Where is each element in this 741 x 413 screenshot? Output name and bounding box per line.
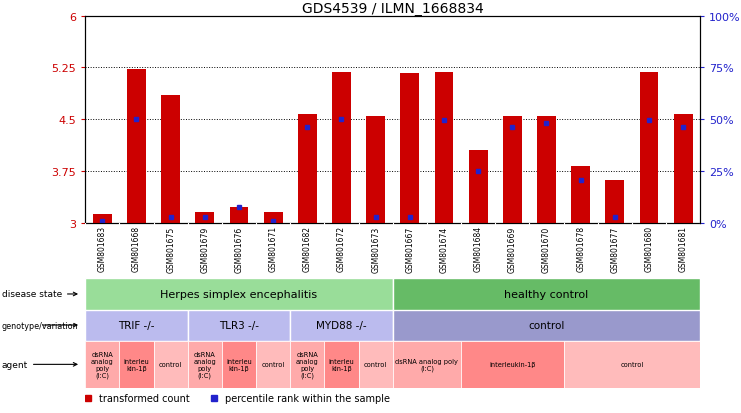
Text: control: control <box>528 320 565 330</box>
Text: GSM801681: GSM801681 <box>679 226 688 272</box>
Text: GSM801680: GSM801680 <box>645 226 654 272</box>
Text: interleu
kin-1β: interleu kin-1β <box>124 358 150 371</box>
Text: interleukin-1β: interleukin-1β <box>489 361 536 368</box>
Text: dsRNA
analog
poly
(I:C): dsRNA analog poly (I:C) <box>91 351 113 378</box>
Bar <box>366 116 385 223</box>
Text: GSM801683: GSM801683 <box>98 226 107 272</box>
Bar <box>153 341 187 388</box>
Bar <box>230 208 248 223</box>
Text: Herpes simplex encephalitis: Herpes simplex encephalitis <box>160 289 318 299</box>
Bar <box>564 341 700 388</box>
Bar <box>605 180 624 223</box>
Bar <box>187 341 222 388</box>
Bar <box>222 341 256 388</box>
Bar <box>400 74 419 223</box>
Bar <box>85 310 187 341</box>
Bar <box>571 166 590 223</box>
Text: control: control <box>159 361 182 368</box>
Bar <box>434 73 453 223</box>
Bar <box>325 341 359 388</box>
Text: GSM801677: GSM801677 <box>611 226 619 272</box>
Bar <box>359 341 393 388</box>
Text: TRIF -/-: TRIF -/- <box>119 320 155 330</box>
Bar <box>256 341 290 388</box>
Text: GSM801669: GSM801669 <box>508 226 516 272</box>
Bar <box>469 151 488 223</box>
Bar <box>290 310 393 341</box>
Bar <box>162 96 180 223</box>
Bar <box>393 279 700 310</box>
Text: dsRNA
analog
poly
(I:C): dsRNA analog poly (I:C) <box>193 351 216 378</box>
Bar <box>639 73 659 223</box>
Text: dsRNA
analog
poly
(I:C): dsRNA analog poly (I:C) <box>296 351 319 378</box>
Text: GSM801678: GSM801678 <box>576 226 585 272</box>
Text: MYD88 -/-: MYD88 -/- <box>316 320 367 330</box>
Text: GSM801667: GSM801667 <box>405 226 414 272</box>
Text: GSM801676: GSM801676 <box>234 226 244 272</box>
Text: GSM801675: GSM801675 <box>166 226 175 272</box>
Text: GSM801671: GSM801671 <box>269 226 278 272</box>
Text: control: control <box>262 361 285 368</box>
Text: GSM801668: GSM801668 <box>132 226 141 272</box>
Text: GSM801674: GSM801674 <box>439 226 448 272</box>
Text: agent: agent <box>1 360 77 369</box>
Text: TLR3 -/-: TLR3 -/- <box>219 320 259 330</box>
Bar <box>461 341 564 388</box>
Bar <box>85 341 119 388</box>
Bar <box>85 279 393 310</box>
Text: healthy control: healthy control <box>505 289 588 299</box>
Bar <box>674 115 693 223</box>
Text: control: control <box>620 361 643 368</box>
Bar <box>290 341 325 388</box>
Text: GSM801670: GSM801670 <box>542 226 551 272</box>
Bar <box>332 73 351 223</box>
Bar <box>264 213 282 223</box>
Bar <box>298 115 316 223</box>
Text: genotype/variation: genotype/variation <box>1 321 79 330</box>
Bar <box>127 70 146 223</box>
Text: control: control <box>364 361 388 368</box>
Bar <box>393 310 700 341</box>
Bar <box>503 116 522 223</box>
Bar <box>187 310 290 341</box>
Text: GSM801672: GSM801672 <box>337 226 346 272</box>
Bar <box>393 341 461 388</box>
Text: percentile rank within the sample: percentile rank within the sample <box>225 394 390 404</box>
Text: GSM801673: GSM801673 <box>371 226 380 272</box>
Text: transformed count: transformed count <box>99 394 190 404</box>
Bar <box>93 215 112 223</box>
Text: GSM801682: GSM801682 <box>303 226 312 272</box>
Title: GDS4539 / ILMN_1668834: GDS4539 / ILMN_1668834 <box>302 2 484 16</box>
Text: GSM801679: GSM801679 <box>200 226 209 272</box>
Bar <box>119 341 153 388</box>
Bar <box>537 116 556 223</box>
Text: GSM801684: GSM801684 <box>473 226 482 272</box>
Text: disease state: disease state <box>1 290 77 299</box>
Text: interleu
kin-1β: interleu kin-1β <box>328 358 354 371</box>
Text: dsRNA analog poly
(I:C): dsRNA analog poly (I:C) <box>396 358 459 371</box>
Text: interleu
kin-1β: interleu kin-1β <box>226 358 252 371</box>
Bar <box>196 212 214 223</box>
